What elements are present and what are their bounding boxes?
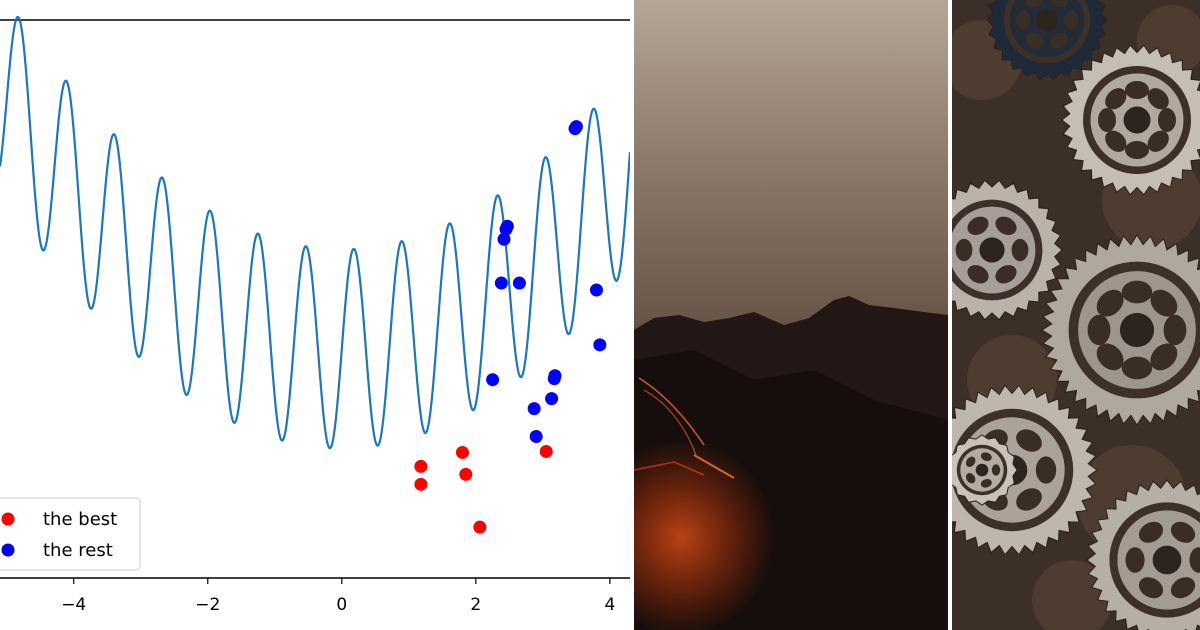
scatter-point-the-best bbox=[414, 459, 428, 473]
gear-icon bbox=[952, 0, 1200, 630]
scatter-point-the-rest bbox=[593, 338, 607, 352]
scatter-point-the-rest bbox=[527, 402, 541, 416]
legend-marker bbox=[1, 543, 15, 557]
scatter-point-the-rest bbox=[529, 430, 543, 444]
x-tick-label: −2 bbox=[195, 595, 220, 615]
mountain-volcano-icon bbox=[634, 0, 948, 630]
panel-divider bbox=[948, 0, 952, 630]
scatter-point-the-best bbox=[414, 477, 428, 491]
scatter-point-the-best bbox=[539, 444, 553, 458]
scatter-chart: −4 −2 0 2 4 the best the rest bbox=[0, 15, 632, 615]
scatter-point-the-rest bbox=[512, 276, 526, 290]
volcano-photo bbox=[634, 0, 948, 630]
panel-divider bbox=[630, 0, 634, 630]
scatter-point-the-rest bbox=[548, 369, 562, 383]
chart-svg: −4 −2 0 2 4 the best the rest bbox=[0, 15, 632, 615]
x-tick-label: 2 bbox=[470, 595, 481, 615]
legend-marker bbox=[1, 512, 15, 526]
scatter-point-the-rest bbox=[500, 219, 514, 233]
x-tick-label: 0 bbox=[336, 595, 347, 615]
legend-box bbox=[0, 497, 141, 571]
objective-curve-line bbox=[0, 15, 632, 450]
scatter-point-the-rest bbox=[494, 276, 508, 290]
scatter-point-the-rest bbox=[497, 232, 511, 246]
scatter-point-the-rest bbox=[569, 120, 583, 134]
x-tick-label: −4 bbox=[61, 595, 86, 615]
scatter-point-the-rest bbox=[545, 392, 559, 406]
scatter-point-the-best bbox=[459, 467, 473, 481]
x-tick-label: 4 bbox=[604, 595, 615, 615]
scatter-point-the-best bbox=[473, 520, 487, 534]
legend-label: the best bbox=[43, 509, 117, 530]
legend-label: the rest bbox=[43, 540, 113, 561]
scatter-point-the-best bbox=[455, 445, 469, 459]
scatter-point-the-rest bbox=[486, 373, 500, 387]
scatter-point-the-rest bbox=[589, 283, 603, 297]
gears-photo bbox=[952, 0, 1200, 630]
